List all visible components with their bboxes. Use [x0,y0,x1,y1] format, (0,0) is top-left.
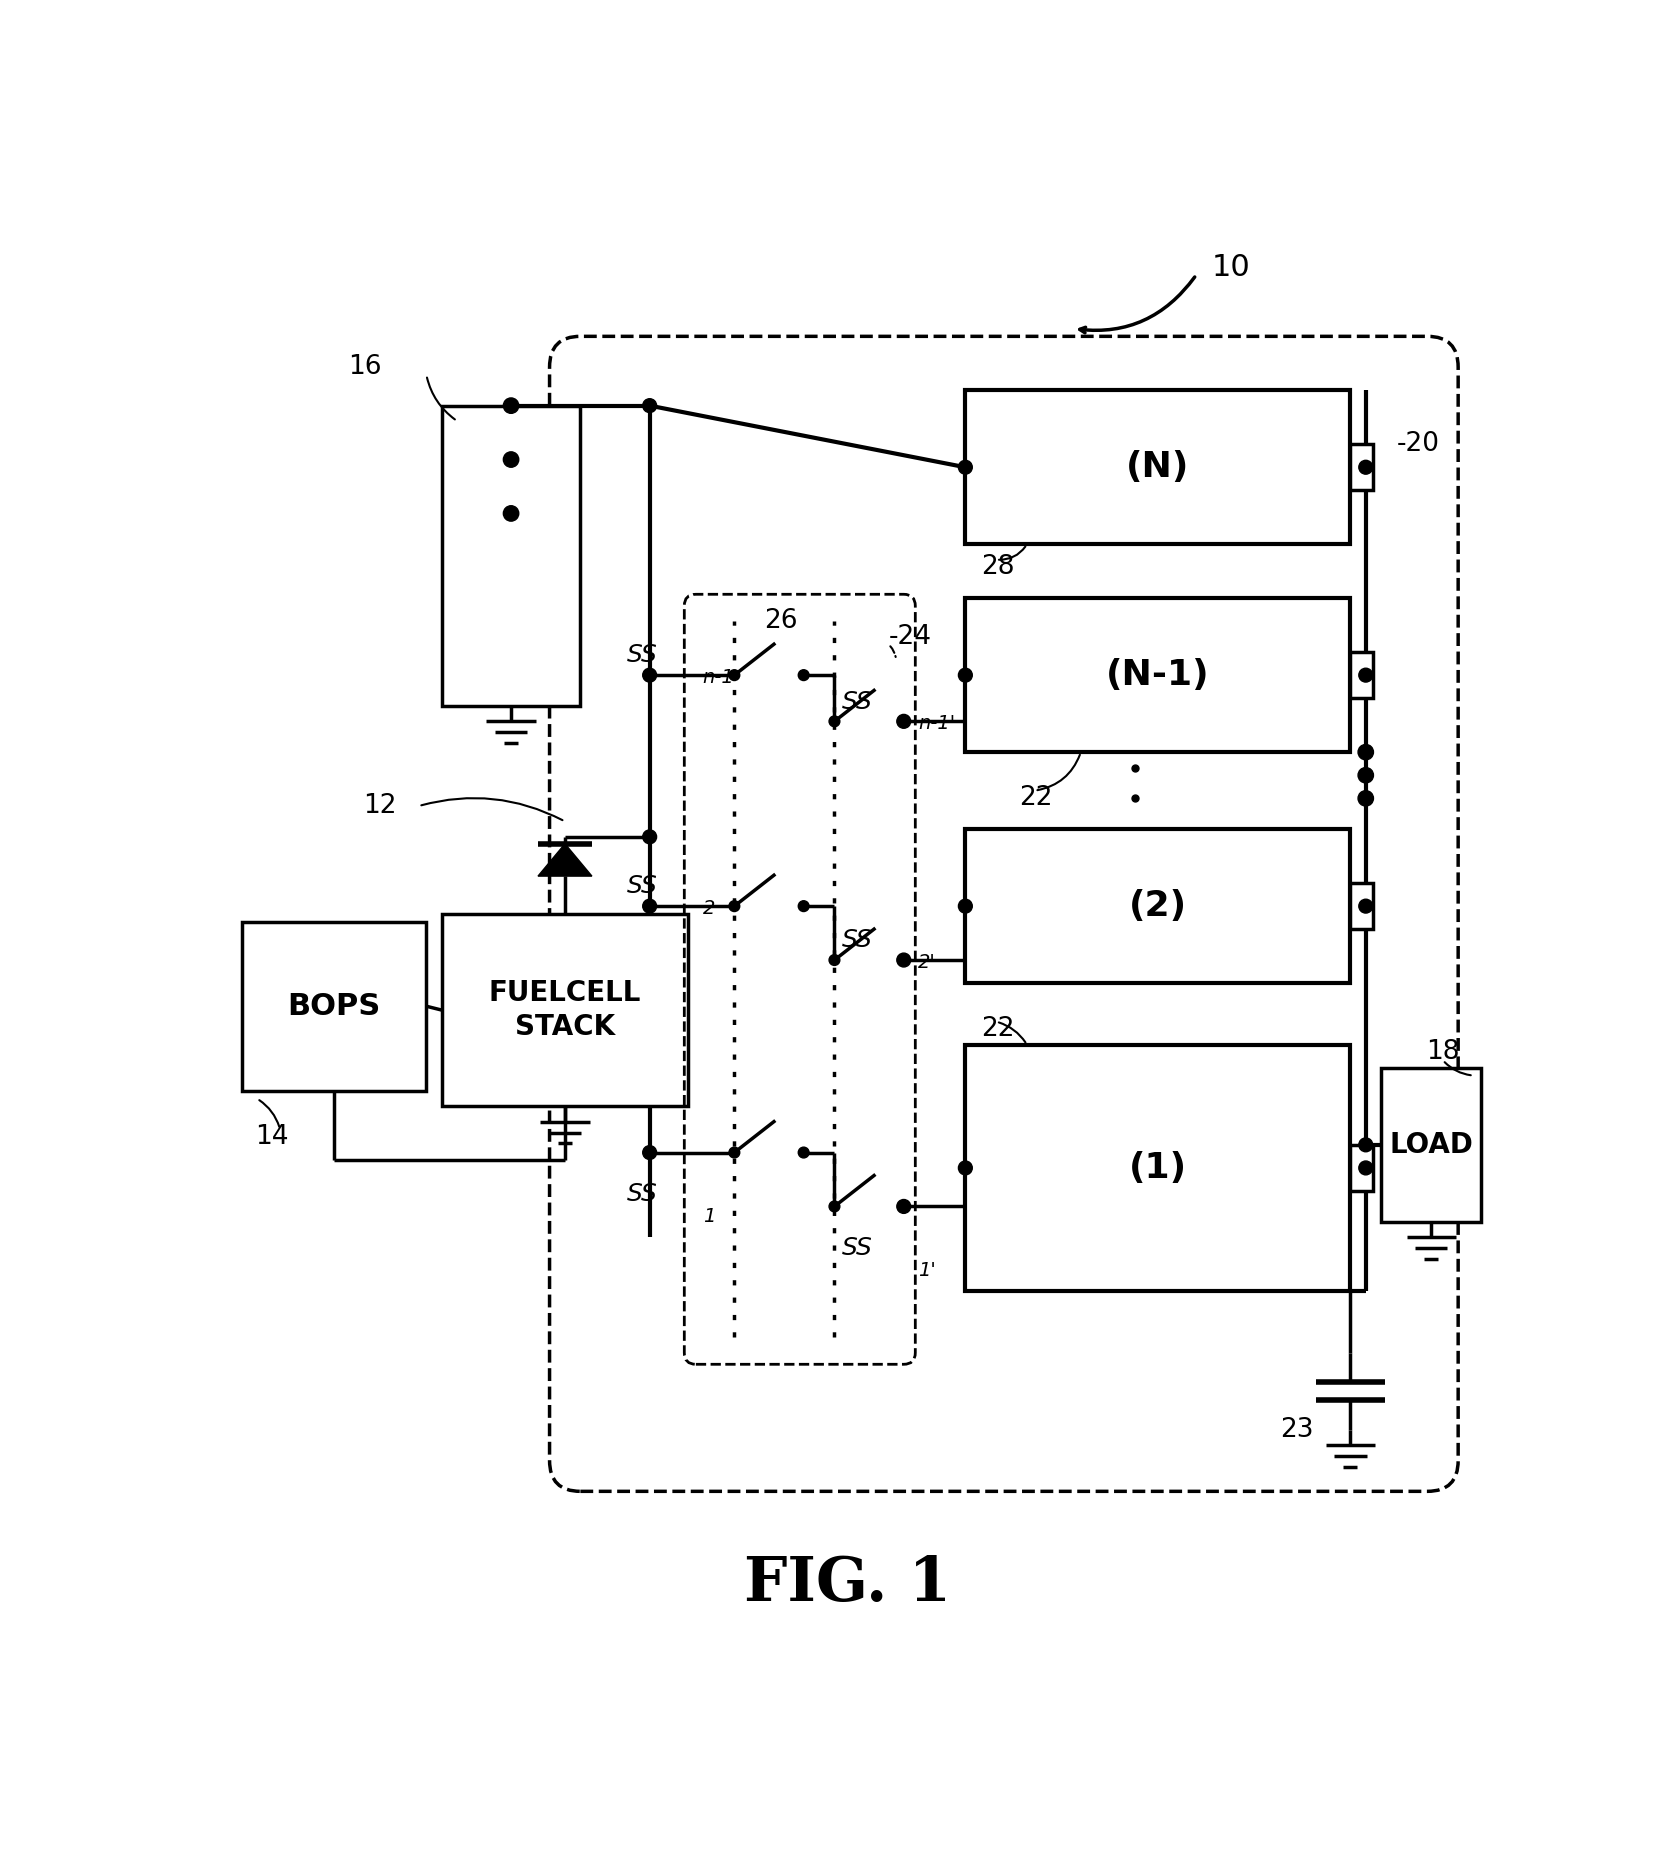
Bar [965,1045,1351,1291]
Text: 2': 2' [919,952,936,972]
Text: (2): (2) [1129,888,1187,924]
Circle shape [504,506,519,521]
Circle shape [1359,668,1372,683]
Circle shape [898,717,909,726]
Circle shape [959,461,972,474]
Circle shape [729,1148,741,1159]
Bar [965,599,1351,752]
Text: n-1: n-1 [703,668,734,687]
Bar [1351,651,1374,698]
Text: SS: SS [626,875,658,898]
Circle shape [959,668,972,683]
Text: 23: 23 [1279,1416,1312,1442]
Text: 14: 14 [256,1123,289,1149]
Circle shape [1359,791,1374,806]
Text: 22: 22 [1020,786,1053,812]
Text: 26: 26 [764,608,797,634]
Circle shape [830,1202,840,1211]
Bar [965,829,1351,983]
Text: LOAD: LOAD [1389,1131,1473,1159]
Circle shape [898,955,909,965]
Text: 1: 1 [703,1207,716,1226]
Text: 2: 2 [703,899,716,918]
Circle shape [504,452,519,466]
Bar [441,405,580,705]
Text: 18: 18 [1427,1039,1460,1065]
Circle shape [959,899,972,912]
Circle shape [898,715,911,728]
Circle shape [830,955,840,965]
Bar [241,922,426,1092]
Circle shape [830,717,840,726]
Circle shape [1359,899,1372,912]
Bar [1351,1146,1374,1191]
Text: SS: SS [841,929,873,952]
Text: SS: SS [626,1183,658,1207]
Text: FUELCELL
STACK: FUELCELL STACK [489,980,641,1041]
Circle shape [1359,461,1372,474]
Circle shape [643,830,656,843]
Circle shape [643,399,656,412]
Text: (N): (N) [1126,450,1190,485]
Bar [1382,1067,1481,1222]
Text: 12: 12 [364,793,397,819]
Circle shape [643,668,656,683]
Circle shape [898,1202,909,1211]
Circle shape [1359,1161,1372,1176]
Bar [1351,444,1374,491]
Circle shape [643,899,656,912]
Text: -24: -24 [888,623,931,649]
Text: 1': 1' [919,1261,936,1280]
Text: 16: 16 [349,355,382,381]
Circle shape [798,1148,808,1159]
Text: SS: SS [841,690,873,713]
Text: (1): (1) [1129,1151,1187,1185]
Text: (N-1): (N-1) [1106,659,1210,692]
Text: 28: 28 [980,554,1015,580]
Circle shape [1359,767,1374,784]
Text: FIG. 1: FIG. 1 [744,1554,950,1614]
Bar [441,914,688,1107]
Text: SS: SS [626,644,658,668]
Circle shape [798,670,808,681]
Circle shape [504,397,519,414]
Circle shape [898,1200,911,1213]
Text: 10: 10 [1212,252,1251,282]
Text: SS: SS [841,1237,873,1260]
Text: n-1': n-1' [919,715,955,733]
Circle shape [898,954,911,967]
Circle shape [959,1161,972,1176]
Circle shape [729,901,741,911]
Bar [965,390,1351,545]
Circle shape [1359,1138,1372,1151]
Circle shape [643,1146,656,1159]
Polygon shape [537,843,592,877]
Circle shape [798,901,808,911]
Text: 22: 22 [980,1017,1015,1043]
Circle shape [1359,745,1374,759]
Circle shape [729,670,741,681]
Bar [1351,883,1374,929]
Text: -20: -20 [1397,431,1440,457]
Text: BOPS: BOPS [288,991,380,1021]
